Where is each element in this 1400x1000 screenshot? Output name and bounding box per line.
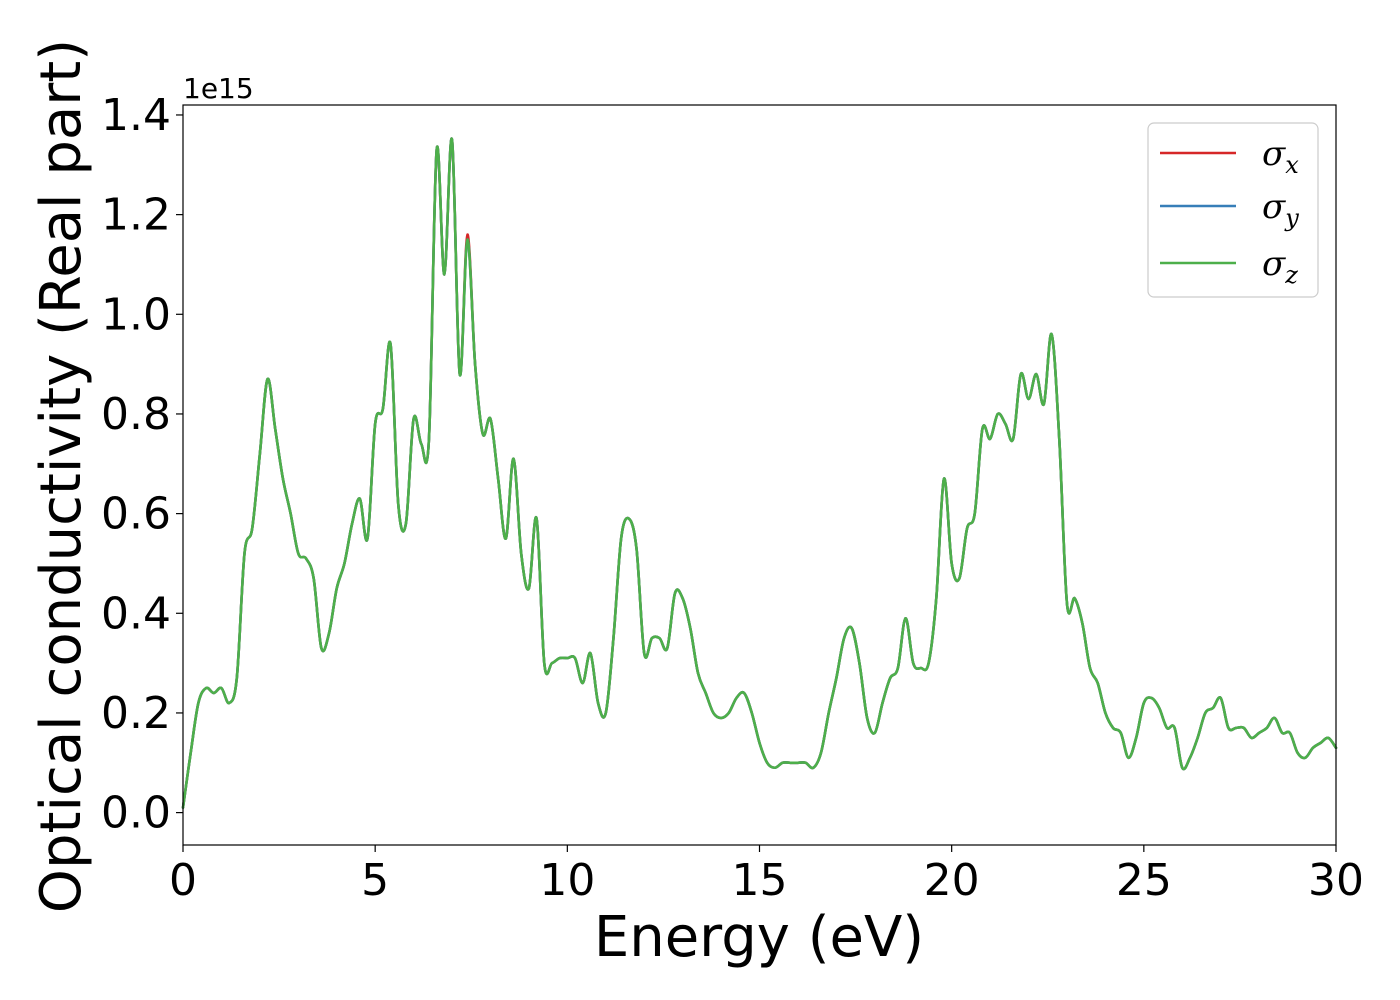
- y-tick-label: 1.0: [101, 289, 171, 340]
- y-tick-label: 0.2: [101, 688, 171, 739]
- y-tick-label: 0.8: [101, 389, 171, 440]
- y-offset-label: 1e15: [183, 72, 254, 105]
- legend-label-y: σy: [1262, 187, 1299, 232]
- legend-label-symbol: σ: [1262, 244, 1286, 284]
- x-tick-label: 30: [1308, 855, 1364, 906]
- legend-label-subscript: x: [1285, 151, 1299, 179]
- legend-label-symbol: σ: [1262, 134, 1286, 174]
- series-line-z: [181, 137, 1338, 809]
- y-tick-label: 0.0: [101, 788, 171, 839]
- y-tick-label: 0.6: [101, 489, 171, 540]
- x-axis-ticks: 0 5 10 15 20 25 30: [169, 845, 1364, 906]
- x-tick-label: 10: [539, 855, 595, 906]
- plot-frame: [182, 104, 1337, 846]
- y-axis-ticks: 0.0 0.2 0.4 0.6 0.8 1.0 1.2 1.4: [101, 90, 183, 839]
- legend-label-x: σx: [1262, 134, 1299, 179]
- y-tick-label: 1.2: [101, 190, 171, 241]
- plot-area: [183, 105, 1336, 845]
- legend-label-subscript: z: [1284, 261, 1298, 289]
- x-tick-label: 5: [361, 855, 389, 906]
- x-tick-label: 20: [924, 855, 980, 906]
- legend-label-z: σz: [1262, 244, 1298, 289]
- legend-box: [1147, 122, 1319, 298]
- y-tick-label: 0.4: [101, 588, 171, 639]
- y-tick-label: 1.4: [101, 90, 171, 141]
- legend-label-subscript: y: [1284, 204, 1299, 232]
- y-axis-label: Optical conductivity (Real part): [29, 39, 94, 913]
- series-layer: [181, 137, 1338, 809]
- x-axis-label: Energy (eV): [594, 905, 924, 970]
- x-tick-label: 0: [169, 855, 197, 906]
- x-tick-label: 25: [1116, 855, 1172, 906]
- legend-label-symbol: σ: [1262, 187, 1286, 227]
- x-tick-label: 15: [732, 855, 788, 906]
